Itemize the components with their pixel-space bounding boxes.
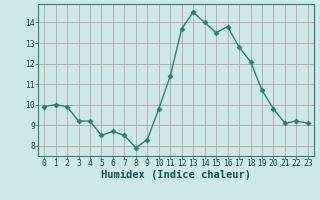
- X-axis label: Humidex (Indice chaleur): Humidex (Indice chaleur): [101, 170, 251, 180]
